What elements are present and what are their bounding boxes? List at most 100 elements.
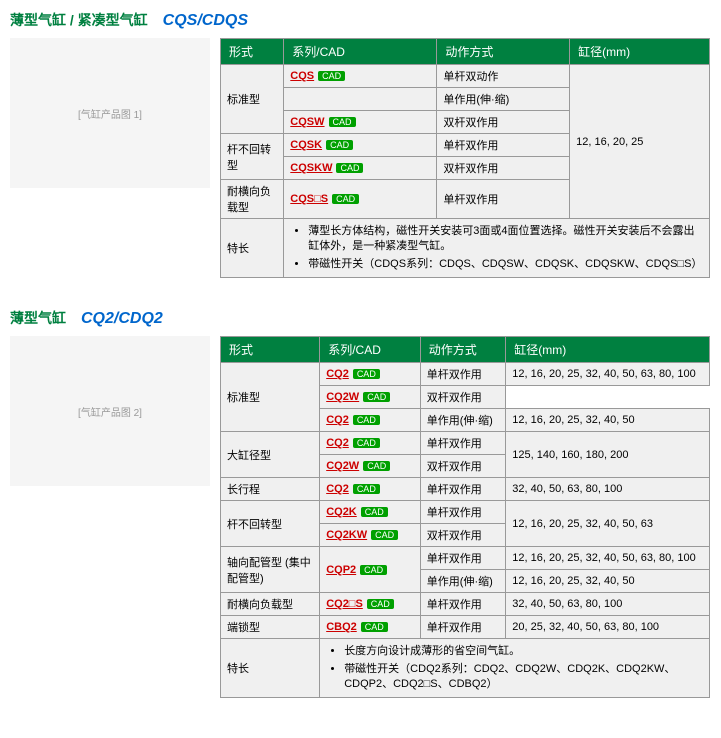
action-cell: 单杆双作用 [437,134,570,157]
series-link[interactable]: CQ2W [326,460,359,472]
series-cell: CQ2KW CAD [320,524,421,547]
series-link[interactable]: CBQ2 [326,621,357,633]
action-cell: 单杆双动作 [437,65,570,88]
series-link[interactable]: CQS [290,70,314,82]
series-link[interactable]: CQSK [290,139,322,151]
series-link[interactable]: CQS□S [290,193,328,205]
series-link[interactable]: CQSKW [290,162,332,174]
table-header: 系列/CAD [284,39,437,65]
form-cell: 轴向配管型 (集中配管型) [221,547,320,593]
table-row: 大缸径型CQ2CAD单杆双作用125, 140, 160, 180, 200 [221,432,710,455]
bore-cell: 12, 16, 20, 25, 32, 40, 50, 63, 80, 100 [506,547,710,570]
feature-item: 薄型长方体结构，磁性开关安装可3面或4面位置选择。磁性开关安装后不会露出缸体外，… [308,224,703,255]
table-row: 轴向配管型 (集中配管型)CQP2CAD单杆双作用12, 16, 20, 25,… [221,547,710,570]
table-row: 长行程 CQ2 CAD 单杆双作用32, 40, 50, 63, 80, 100 [221,478,710,501]
series-link[interactable]: CQ2W [326,391,359,403]
series-cell: CQ2 CAD [320,363,421,386]
cad-badge[interactable]: CAD [318,71,345,81]
table-row: 标准型CQSCAD单杆双动作12, 16, 20, 25 [221,65,710,88]
table-row: 杆不回转型CQ2KCAD单杆双作用12, 16, 20, 25, 32, 40,… [221,501,710,524]
action-cell: 单杆双作用 [420,616,505,639]
product-model: CQ2/CDQ2 [81,310,163,328]
series-link[interactable]: CQ2K [326,506,357,518]
action-cell: 双杆双作用 [420,524,505,547]
cad-badge[interactable]: CAD [361,622,388,632]
series-link[interactable]: CQ2 [326,414,349,426]
series-cell: CQSK CAD [284,134,437,157]
action-cell: 单杆双作用 [420,363,505,386]
table-header: 系列/CAD [320,337,421,363]
action-cell: 双杆双作用 [420,386,505,409]
form-cell: 标准型 [221,363,320,432]
product-image: [气缸产品图 2] [10,336,210,486]
form-cell: 耐横向负载型 [221,593,320,616]
table-header: 动作方式 [437,39,570,65]
action-cell: 单杆双作用 [420,501,505,524]
cad-badge[interactable]: CAD [367,599,394,609]
series-link[interactable]: CQ2 [326,368,349,380]
cad-badge[interactable]: CAD [361,507,388,517]
cad-badge[interactable]: CAD [353,369,380,379]
table-header: 缸径(mm) [506,337,710,363]
feature-cell: 薄型长方体结构，磁性开关安装可3面或4面位置选择。磁性开关安装后不会露出缸体外，… [284,219,710,278]
cad-badge[interactable]: CAD [360,565,387,575]
series-link[interactable]: CQ2□S [326,598,363,610]
table-row: 标准型CQ2CAD单杆双作用12, 16, 20, 25, 32, 40, 50… [221,363,710,386]
cad-badge[interactable]: CAD [353,438,380,448]
cad-badge[interactable]: CAD [326,140,353,150]
form-cell: 耐横向负载型 [221,180,284,219]
bore-cell: 12, 16, 20, 25, 32, 40, 50, 63 [506,501,710,547]
series-link[interactable]: CQ2KW [326,529,367,541]
series-cell: CQSKW CAD [284,157,437,180]
series-cell: CQ2W CAD [320,455,421,478]
bore-cell: 125, 140, 160, 180, 200 [506,432,710,478]
table-header: 形式 [221,337,320,363]
feature-item: 带磁性开关（CDQS系列：CDQS、CDQSW、CDQSK、CDQSKW、CDQ… [308,257,703,272]
product-model: CQS/CDQS [163,12,248,30]
form-cell: 标准型 [221,65,284,134]
series-cell: CQ2 CAD [320,478,421,501]
cad-badge[interactable]: CAD [371,530,398,540]
table-header: 缸径(mm) [570,39,710,65]
feature-item: 长度方向设计成薄形的省空间气缸。 [344,644,703,659]
series-cell: CQ2 CAD [320,409,421,432]
series-link[interactable]: CQP2 [326,564,356,576]
cad-badge[interactable]: CAD [336,163,363,173]
product-image: [气缸产品图 1] [10,38,210,188]
product-title: 薄型气缸 [10,308,66,328]
bore-cell: 12, 16, 20, 25, 32, 40, 50 [506,409,710,432]
action-cell: 单杆双作用 [420,478,505,501]
bore-cell: 32, 40, 50, 63, 80, 100 [506,593,710,616]
series-cell: CQ2□S CAD [320,593,421,616]
feature-label: 特长 [221,219,284,278]
series-link[interactable]: CQSW [290,116,324,128]
action-cell: 单作用(伸·缩) [437,88,570,111]
action-cell: 单杆双作用 [420,547,505,570]
cad-badge[interactable]: CAD [353,484,380,494]
bore-cell: 32, 40, 50, 63, 80, 100 [506,478,710,501]
series-cell [284,88,437,111]
spec-table: 形式系列/CAD动作方式缸径(mm)标准型CQ2CAD单杆双作用12, 16, … [220,336,710,698]
form-cell: 长行程 [221,478,320,501]
action-cell: 双杆双作用 [420,455,505,478]
form-cell: 杆不回转型 [221,501,320,547]
series-cell: CQS CAD [284,65,437,88]
feature-cell: 长度方向设计成薄形的省空间气缸。带磁性开关（CDQ2系列：CDQ2、CDQ2W、… [320,639,710,698]
form-cell: 杆不回转型 [221,134,284,180]
bore-cell: 12, 16, 20, 25 [570,65,710,219]
series-cell: CQS□S CAD [284,180,437,219]
series-cell: CQ2 CAD [320,432,421,455]
product-section-1: 薄型气缸CQ2/CDQ2[气缸产品图 2]形式系列/CAD动作方式缸径(mm)标… [10,308,711,698]
cad-badge[interactable]: CAD [329,117,356,127]
cad-badge[interactable]: CAD [353,415,380,425]
series-link[interactable]: CQ2 [326,483,349,495]
bore-cell: 20, 25, 32, 40, 50, 63, 80, 100 [506,616,710,639]
table-row: 耐横向负载型CQ2□SCAD单杆双作用32, 40, 50, 63, 80, 1… [221,593,710,616]
cad-badge[interactable]: CAD [363,392,390,402]
cad-badge[interactable]: CAD [363,461,390,471]
cad-badge[interactable]: CAD [332,194,359,204]
bore-cell: 12, 16, 20, 25, 32, 40, 50, 63, 80, 100 [506,363,710,386]
series-cell: CQ2W CAD [320,386,421,409]
series-link[interactable]: CQ2 [326,437,349,449]
action-cell: 单作用(伸·缩) [420,409,505,432]
